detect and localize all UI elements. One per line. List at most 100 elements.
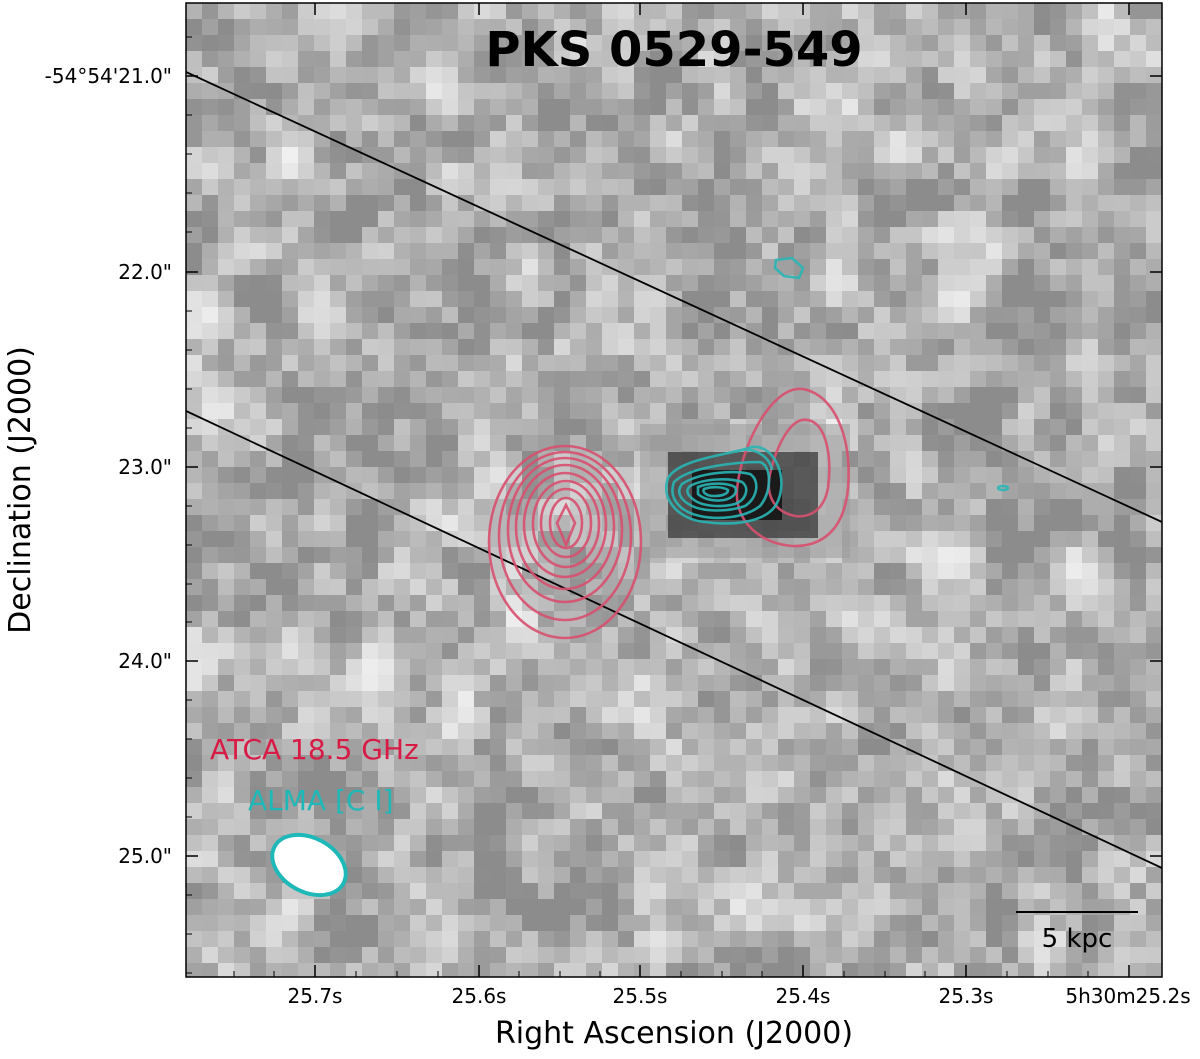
map-pixel — [874, 643, 891, 660]
map-pixel — [186, 883, 203, 900]
map-pixel — [202, 3, 219, 20]
map-pixel — [490, 771, 507, 788]
map-pixel — [202, 339, 219, 356]
map-pixel — [490, 3, 507, 20]
map-pixel — [522, 963, 539, 977]
map-pixel — [618, 643, 635, 660]
map-pixel — [666, 851, 683, 868]
map-pixel — [954, 883, 971, 900]
map-pixel — [490, 195, 507, 212]
map-pixel — [1050, 147, 1067, 164]
map-pixel — [378, 787, 395, 804]
map-pixel — [634, 243, 651, 260]
map-pixel — [490, 147, 507, 164]
map-pixel — [1098, 99, 1115, 116]
map-pixel — [570, 67, 587, 84]
map-pixel — [746, 243, 763, 260]
map-pixel — [378, 307, 395, 324]
map-pixel — [458, 291, 475, 308]
map-pixel — [794, 723, 811, 740]
map-pixel — [522, 35, 539, 52]
map-pixel — [858, 147, 875, 164]
map-pixel — [874, 51, 891, 68]
map-pixel — [1050, 195, 1067, 212]
map-pixel — [922, 835, 939, 852]
map-pixel — [874, 211, 891, 228]
map-pixel — [410, 83, 427, 100]
map-pixel — [1034, 51, 1051, 68]
map-pixel — [1050, 467, 1067, 484]
map-pixel — [442, 947, 459, 964]
map-pixel — [1098, 195, 1115, 212]
y-axis-title: Declination (J2000) — [3, 346, 38, 634]
map-pixel — [890, 3, 907, 20]
map-pixel — [458, 947, 475, 964]
map-pixel — [1082, 403, 1099, 420]
map-pixel — [794, 899, 811, 916]
map-pixel — [426, 419, 443, 436]
map-pixel — [234, 3, 251, 20]
map-pixel — [266, 211, 283, 228]
map-pixel — [778, 755, 795, 772]
map-pixel — [442, 867, 459, 884]
x-tick-label: 25.4s — [776, 984, 831, 1008]
map-pixel — [346, 19, 363, 36]
map-pixel — [186, 419, 203, 436]
map-pixel — [362, 931, 379, 948]
map-pixel — [682, 179, 699, 196]
map-pixel — [1098, 563, 1115, 580]
map-pixel — [506, 739, 523, 756]
map-pixel — [378, 883, 395, 900]
map-pixel — [442, 419, 459, 436]
map-pixel — [778, 227, 795, 244]
map-pixel — [938, 371, 955, 388]
map-pixel — [1002, 179, 1019, 196]
map-pixel — [1114, 163, 1131, 180]
map-pixel — [1098, 387, 1115, 404]
map-pixel — [1098, 339, 1115, 356]
map-pixel — [650, 899, 667, 916]
map-pixel — [1130, 531, 1147, 548]
map-pixel — [634, 579, 651, 596]
map-pixel — [938, 659, 955, 676]
map-pixel — [490, 515, 507, 532]
map-pixel — [698, 707, 715, 724]
map-pixel — [522, 691, 539, 708]
map-pixel — [234, 163, 251, 180]
map-pixel — [938, 419, 955, 436]
map-pixel — [554, 435, 571, 452]
map-pixel — [1082, 259, 1099, 276]
map-pixel — [938, 99, 955, 116]
map-pixel — [906, 83, 923, 100]
map-pixel — [970, 787, 987, 804]
map-pixel — [666, 259, 683, 276]
map-pixel — [1018, 627, 1035, 644]
map-pixel — [426, 227, 443, 244]
map-pixel — [666, 819, 683, 836]
map-pixel — [554, 179, 571, 196]
map-pixel — [1018, 739, 1035, 756]
map-pixel — [890, 499, 907, 516]
map-pixel — [586, 899, 603, 916]
map-pixel — [970, 531, 987, 548]
map-pixel — [602, 163, 619, 180]
map-pixel — [986, 835, 1003, 852]
map-pixel — [362, 691, 379, 708]
map-pixel — [1114, 339, 1131, 356]
map-pixel — [442, 147, 459, 164]
map-pixel — [234, 467, 251, 484]
map-pixel — [634, 755, 651, 772]
map-pixel — [906, 515, 923, 532]
map-pixel — [730, 3, 747, 20]
map-pixel — [1146, 339, 1162, 356]
map-pixel — [1018, 707, 1035, 724]
map-pixel — [922, 547, 939, 564]
map-pixel — [602, 275, 619, 292]
map-pixel — [762, 819, 779, 836]
map-pixel — [490, 227, 507, 244]
map-pixel — [522, 771, 539, 788]
map-pixel — [922, 595, 939, 612]
map-pixel — [730, 131, 747, 148]
map-pixel — [346, 627, 363, 644]
map-pixel — [618, 675, 635, 692]
